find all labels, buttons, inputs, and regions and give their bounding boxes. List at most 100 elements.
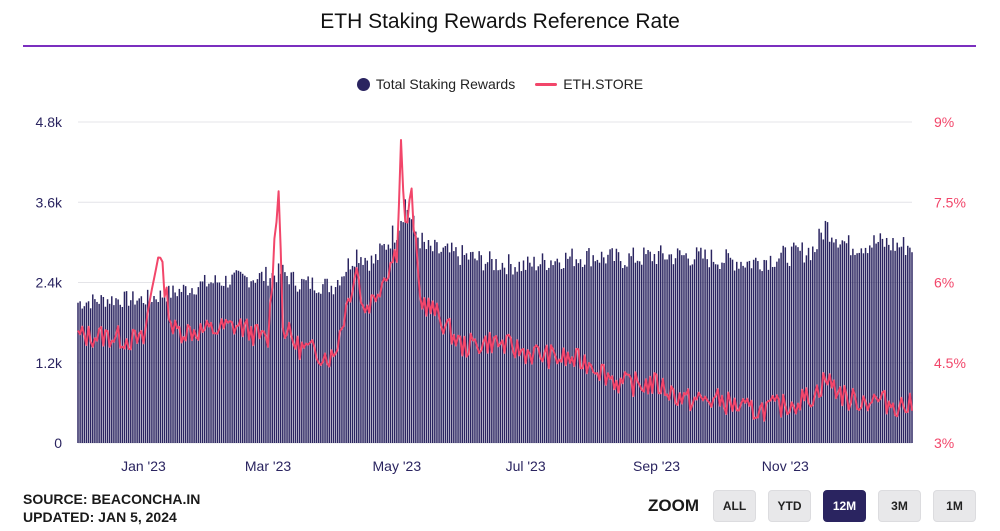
bar [805, 255, 808, 443]
bar-series [77, 199, 913, 443]
bar [554, 261, 556, 443]
bar [260, 271, 263, 443]
bar [746, 261, 749, 443]
bar [336, 279, 339, 443]
bar [505, 274, 508, 443]
bar [685, 253, 687, 443]
bar [98, 303, 100, 443]
left-axis-tick-label: 2.4k [36, 275, 63, 291]
bar [389, 248, 392, 443]
bar [780, 252, 782, 443]
bar [499, 269, 502, 443]
bar [622, 268, 624, 443]
bar [381, 245, 383, 443]
bar [641, 264, 643, 443]
bar [102, 296, 105, 443]
bar [436, 242, 438, 443]
bar [159, 290, 162, 443]
zoom-1m-button[interactable]: 1M [933, 490, 976, 522]
bar [892, 238, 894, 443]
bar [334, 287, 337, 443]
bar [195, 294, 197, 443]
source-note: SOURCE: BEACONCHA.IN UPDATED: JAN 5, 202… [23, 490, 200, 526]
bar [885, 237, 888, 443]
bar [427, 240, 430, 443]
bar [448, 252, 451, 443]
bar [723, 262, 725, 443]
bar [602, 257, 605, 443]
bar [220, 285, 223, 443]
bar [564, 252, 567, 443]
bar [586, 251, 588, 443]
bar [681, 255, 683, 443]
bar [862, 253, 865, 443]
bar [592, 255, 594, 443]
bar [611, 248, 613, 443]
bar [258, 273, 261, 443]
bar [231, 274, 233, 443]
bar [146, 289, 149, 443]
bar [814, 252, 816, 443]
bar [379, 243, 381, 443]
bar [657, 251, 660, 443]
bar [170, 297, 172, 443]
bar [241, 273, 244, 443]
bar [824, 220, 827, 443]
legend-item-total-staking-rewards[interactable]: Total Staking Rewards [356, 76, 515, 92]
bar [332, 294, 335, 443]
bar [311, 277, 314, 443]
bar [111, 296, 113, 443]
left-axis-tick-label: 1.2k [36, 355, 63, 371]
right-axis-tick-label: 9% [934, 114, 954, 130]
bar [248, 287, 250, 443]
bar [212, 283, 214, 443]
bar [265, 266, 267, 443]
bar [795, 245, 797, 443]
bar [168, 285, 170, 443]
source-line: SOURCE: BEACONCHA.IN [23, 491, 201, 507]
bar [360, 257, 362, 443]
bar [256, 279, 259, 443]
bar [324, 278, 326, 443]
bar [419, 248, 421, 443]
bar [679, 250, 681, 443]
bar [313, 290, 316, 443]
bar [900, 246, 903, 443]
bar [227, 287, 229, 443]
bar [759, 269, 761, 443]
zoom-all-button[interactable]: ALL [713, 490, 756, 522]
bar [182, 284, 185, 443]
bar [719, 269, 721, 443]
zoom-ytd-button[interactable]: YTD [768, 490, 811, 522]
bar [569, 256, 571, 443]
bar [552, 265, 554, 443]
bar [613, 260, 616, 443]
bar [668, 254, 670, 443]
bar [222, 285, 225, 443]
bar [902, 237, 905, 443]
legend-item-eth-store[interactable]: ETH.STORE [535, 76, 643, 92]
bar [710, 249, 713, 443]
legend-line-icon [535, 82, 558, 86]
zoom-label: ZOOM [648, 496, 699, 515]
bar [172, 285, 174, 443]
bar [461, 245, 464, 443]
bar [822, 239, 825, 443]
bar [788, 266, 791, 443]
bar [157, 301, 159, 443]
bar [535, 270, 537, 443]
bar [444, 246, 447, 443]
chart-legend: Total Staking Rewards ETH.STORE [0, 76, 1000, 92]
bar [309, 288, 311, 443]
bar [279, 273, 282, 443]
bar [149, 298, 151, 443]
bar [121, 306, 124, 443]
bar [94, 299, 96, 443]
bar [850, 255, 852, 443]
bar [615, 248, 618, 443]
zoom-3m-button[interactable]: 3M [878, 490, 921, 522]
zoom-12m-button[interactable]: 12M [823, 490, 866, 522]
bar [594, 261, 597, 443]
bar [87, 301, 90, 443]
bar [366, 260, 368, 443]
